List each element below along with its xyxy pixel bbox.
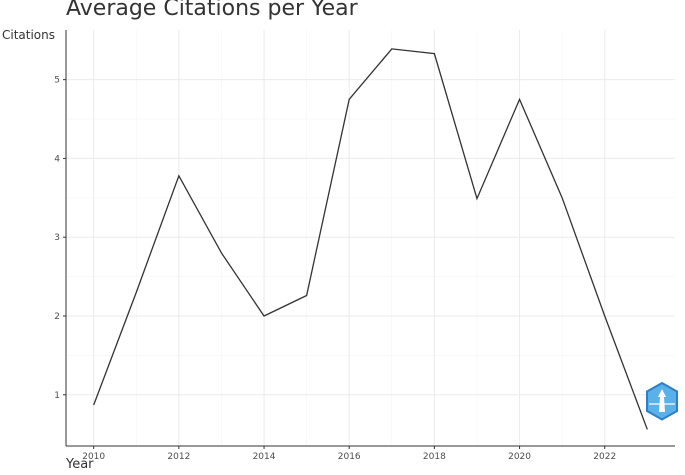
y-tick-label: 4 — [54, 154, 60, 164]
ticks: 2010 2012 2014 2016 2018 2020 2022 1 2 3 4 5 — [54, 76, 616, 462]
y-tick-label: 1 — [54, 391, 60, 401]
x-tick-label: 2018 — [423, 452, 446, 462]
x-axis-label: Year — [66, 457, 94, 472]
x-tick-label: 2016 — [338, 452, 361, 462]
watermark-logo — [646, 381, 678, 421]
y-axis-label: Citations — [2, 28, 56, 42]
axes — [65, 30, 675, 447]
series — [93, 48, 648, 430]
y-tick-label: 3 — [54, 233, 60, 243]
y-tick-label: 5 — [54, 76, 60, 86]
x-tick-label: 2010 — [82, 452, 105, 462]
y-tick-label: 2 — [54, 312, 60, 322]
x-tick-label: 2022 — [593, 452, 616, 462]
x-tick-label: 2014 — [253, 452, 276, 462]
chart-title: Average Citations per Year — [66, 0, 358, 21]
lighthouse-icon — [658, 389, 666, 412]
series-line — [93, 48, 648, 430]
x-tick-label: 2012 — [167, 452, 190, 462]
grid — [66, 30, 675, 446]
x-tick-label: 2020 — [508, 452, 531, 462]
